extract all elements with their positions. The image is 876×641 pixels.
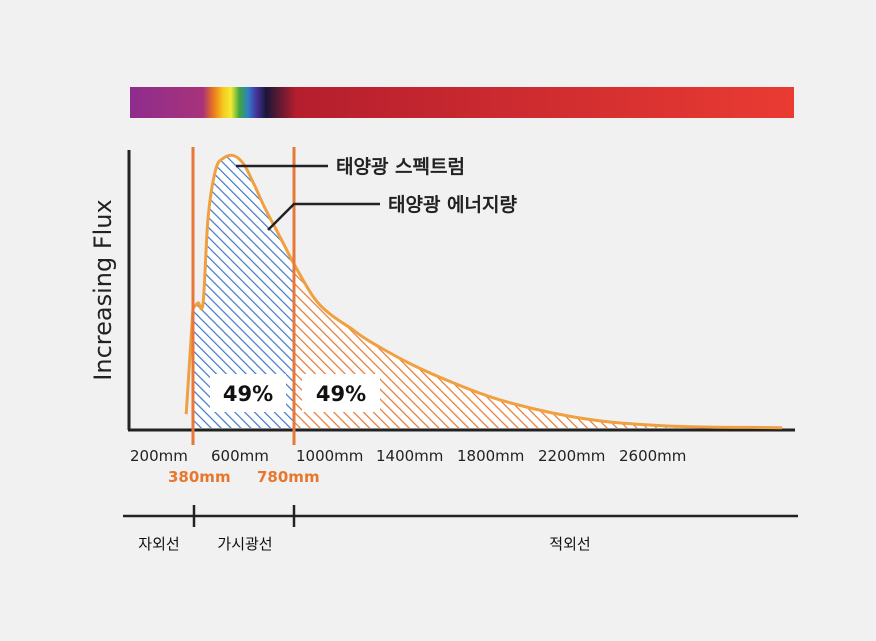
- pct-box-infrared: [302, 374, 380, 412]
- visible-energy-area: [193, 155, 294, 429]
- infrared-energy-area: [294, 264, 782, 428]
- spectrum-curve: [191, 153, 783, 430]
- band-label-infrared: 적외선: [549, 535, 590, 553]
- x-tick-label: 600mm: [211, 447, 269, 465]
- annotation-leader-energy: [267, 202, 380, 231]
- annotation-energy: 태양광 에너지량: [388, 194, 517, 216]
- x-tick-label: 1800mm: [457, 447, 524, 465]
- y-axis-label: Increasing Flux: [89, 199, 117, 380]
- band-label-uv: 자외선: [138, 535, 179, 553]
- pct-label-visible: 49%: [223, 382, 273, 406]
- x-tick-label: 200mm: [130, 447, 188, 465]
- x-tick-label: 2600mm: [619, 447, 686, 465]
- marker-label-380: 380mm: [168, 468, 231, 486]
- pct-box-visible: [210, 374, 286, 412]
- pct-label-infrared: 49%: [316, 382, 366, 406]
- marker-label-780: 780mm: [257, 468, 320, 486]
- x-tick-label: 1000mm: [296, 447, 363, 465]
- x-tick-label: 2200mm: [538, 447, 605, 465]
- x-tick-label: 1400mm: [376, 447, 443, 465]
- spectrum-color-bar: [130, 87, 794, 118]
- band-label-visible: 가시광선: [217, 535, 272, 553]
- annotation-spectrum: 태양광 스펙트럼: [336, 156, 465, 178]
